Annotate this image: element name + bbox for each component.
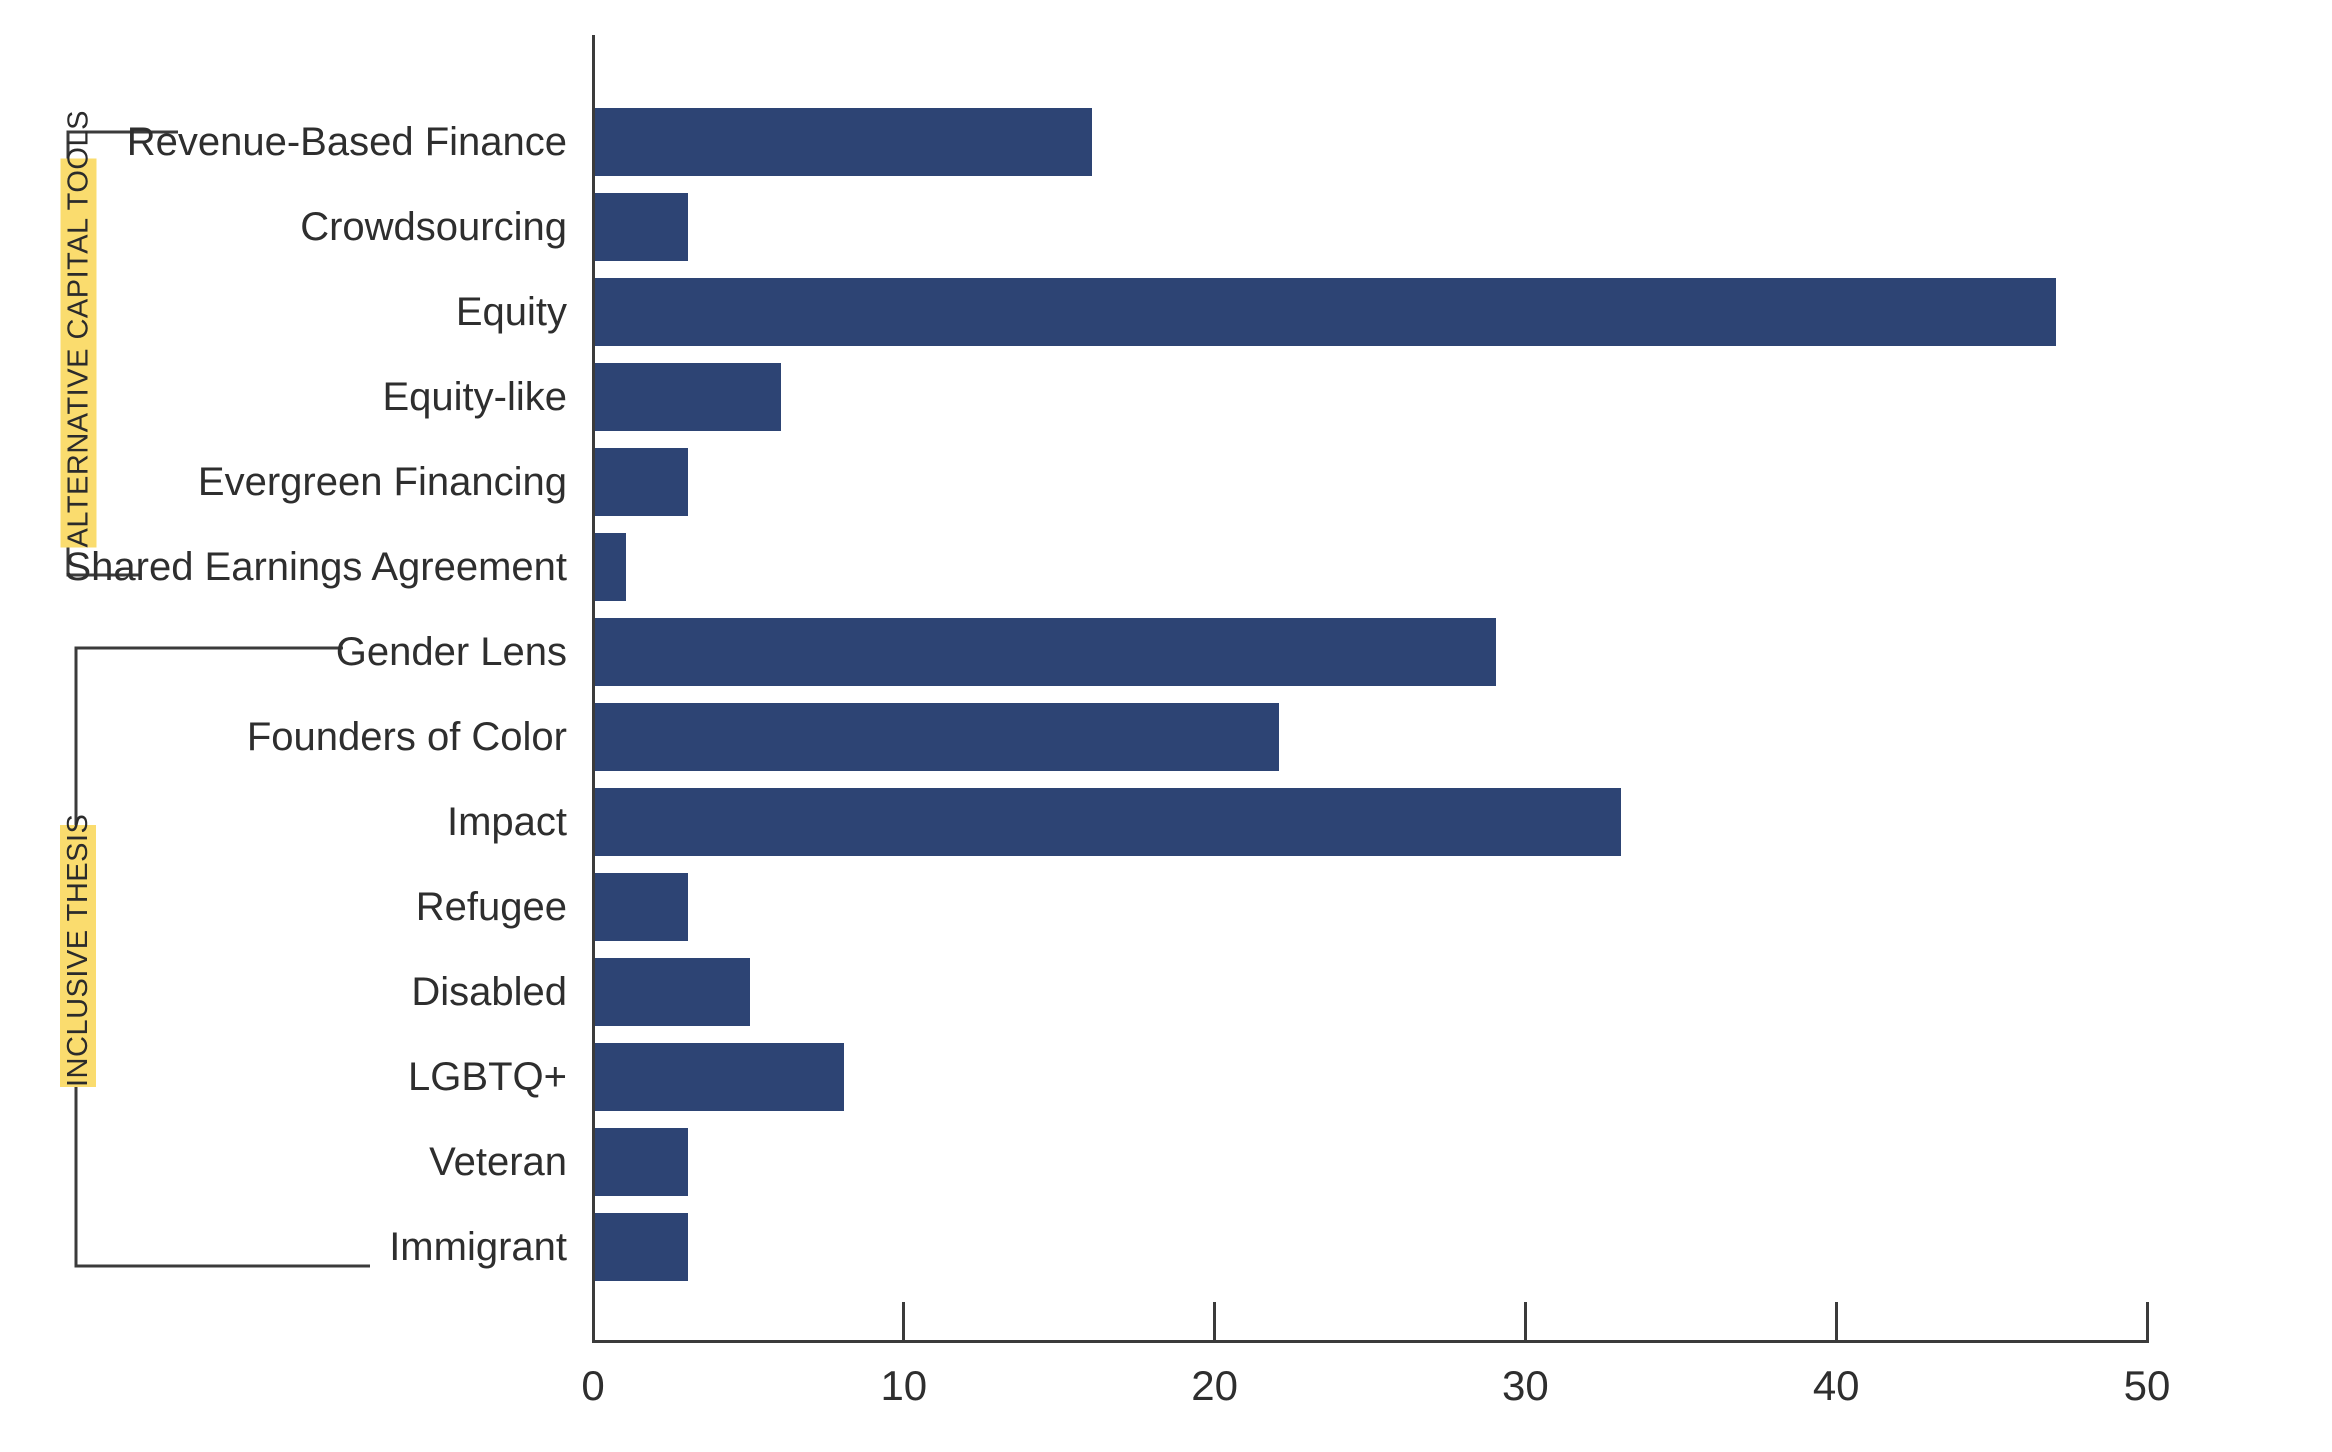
y-axis-line bbox=[591, 35, 595, 1343]
x-tick-mark-10 bbox=[902, 1302, 906, 1340]
bar-veteran bbox=[595, 1128, 689, 1196]
bar-lgbtq bbox=[595, 1043, 844, 1111]
category-label-shared-earnings-agreement: Shared Earnings Agreement bbox=[64, 545, 567, 589]
bar-equity bbox=[595, 278, 2056, 346]
bar-founders-of-color bbox=[595, 703, 1279, 771]
bar-evergreen-financing bbox=[595, 448, 689, 516]
category-label-refugee: Refugee bbox=[415, 885, 567, 929]
category-label-founders-of-color: Founders of Color bbox=[246, 715, 567, 759]
x-tick-mark-50 bbox=[2145, 1302, 2149, 1340]
category-label-immigrant: Immigrant bbox=[389, 1225, 567, 1269]
x-tick-label-0: 0 bbox=[581, 1362, 605, 1409]
category-label-veteran: Veteran bbox=[429, 1140, 567, 1184]
bar-impact bbox=[595, 788, 1621, 856]
bar-equity-like bbox=[595, 363, 782, 431]
category-label-disabled: Disabled bbox=[411, 970, 567, 1014]
x-tick-label-40: 40 bbox=[1812, 1362, 1860, 1409]
category-label-equity: Equity bbox=[455, 290, 567, 334]
category-label-equity-like: Equity-like bbox=[382, 375, 567, 419]
x-tick-label-50: 50 bbox=[2123, 1362, 2171, 1409]
x-tick-label-10: 10 bbox=[880, 1362, 928, 1409]
bar-shared-earnings-agreement bbox=[595, 533, 627, 601]
category-label-lgbtq: LGBTQ+ bbox=[408, 1055, 567, 1099]
bar-revenue-based-finance bbox=[595, 108, 1093, 176]
x-axis-line bbox=[591, 1340, 2149, 1343]
x-tick-mark-20 bbox=[1213, 1302, 1217, 1340]
group-label-alternative-capital-tools: ALTERNATIVE CAPITAL TOOLS bbox=[60, 109, 96, 547]
category-label-revenue-based-finance: Revenue-Based Finance bbox=[126, 120, 567, 164]
x-tick-mark-40 bbox=[1834, 1302, 1838, 1340]
bar-crowdsourcing bbox=[595, 193, 689, 261]
bar-refugee bbox=[595, 873, 689, 941]
x-tick-label-20: 20 bbox=[1191, 1362, 1238, 1409]
category-label-crowdsourcing: Crowdsourcing bbox=[300, 205, 567, 249]
category-label-impact: Impact bbox=[446, 800, 567, 844]
x-tick-label-30: 30 bbox=[1502, 1362, 1549, 1409]
category-label-gender-lens: Gender Lens bbox=[335, 630, 567, 674]
x-tick-mark-30 bbox=[1523, 1302, 1527, 1340]
bar-immigrant bbox=[595, 1213, 689, 1281]
bar-disabled bbox=[595, 958, 751, 1026]
bar-gender-lens bbox=[595, 618, 1497, 686]
group-label-inclusive-thesis: INCLUSIVE THESIS bbox=[60, 813, 96, 1087]
category-label-evergreen-financing: Evergreen Financing bbox=[197, 460, 567, 504]
